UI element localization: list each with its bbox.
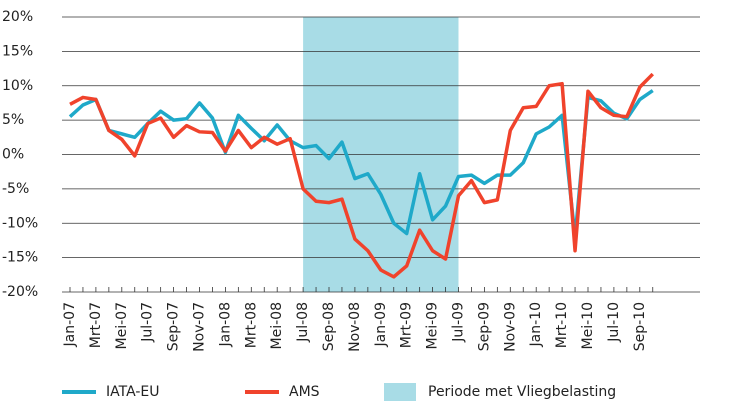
y-tick-label: 15% — [2, 43, 33, 59]
x-tick-label: Jan-08 — [217, 302, 233, 347]
x-tick-label: Mrt-07 — [88, 302, 104, 348]
x-tick-label: Sep-08 — [321, 302, 337, 351]
x-tick-label: Mei-08 — [269, 302, 285, 349]
y-tick-label: 10% — [2, 78, 33, 94]
legend-label: Periode met Vliegbelasting — [428, 384, 616, 400]
y-tick-label: -20% — [2, 284, 38, 300]
y-tick-label: -5% — [2, 181, 29, 197]
x-tick-label: Jul-10 — [606, 302, 622, 343]
x-tick-label: Jan-10 — [528, 302, 544, 347]
y-tick-label: 20% — [2, 9, 33, 25]
x-tick-label: Nov-09 — [502, 302, 518, 352]
x-tick-label: Nov-07 — [192, 302, 208, 352]
y-tick-label: 5% — [2, 112, 24, 128]
x-tick-label: Jul-09 — [451, 302, 467, 343]
x-tick-label: Nov-08 — [347, 302, 363, 352]
x-tick-label: Mei-07 — [114, 302, 130, 349]
x-tick-label: Sep-07 — [166, 302, 182, 351]
x-tick-label: Sep-09 — [476, 302, 492, 351]
legend-label: IATA-EU — [106, 384, 160, 400]
x-tick-label: Mrt-08 — [243, 302, 259, 348]
y-tick-label: -15% — [2, 250, 38, 266]
legend-label: AMS — [289, 384, 320, 400]
y-tick-label: 0% — [2, 147, 24, 163]
y-tick-label: -10% — [2, 215, 38, 231]
series-line — [68, 89, 654, 239]
x-tick-label: Mrt-09 — [399, 302, 415, 348]
x-tick-label: Jan-09 — [373, 302, 389, 347]
x-tick-label: Mei-09 — [425, 302, 441, 349]
x-tick-label: Mei-10 — [580, 302, 596, 349]
x-tick-label: Jul-08 — [295, 302, 311, 343]
x-tick-label: Jan-07 — [62, 302, 78, 347]
legend-swatch — [384, 383, 416, 401]
x-tick-label: Jul-07 — [140, 302, 156, 343]
x-tick-label: Sep-10 — [632, 302, 648, 351]
series-line — [69, 72, 654, 279]
x-tick-label: Mrt-10 — [554, 302, 570, 348]
